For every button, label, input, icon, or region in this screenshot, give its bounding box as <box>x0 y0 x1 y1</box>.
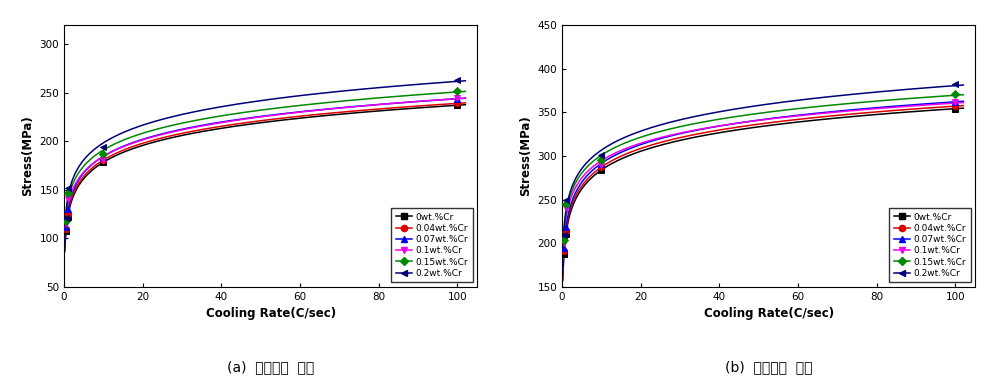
X-axis label: Cooling Rate(C/sec): Cooling Rate(C/sec) <box>703 307 834 320</box>
Y-axis label: Stress(MPa): Stress(MPa) <box>21 116 34 196</box>
Text: (b)  인장강도  예측: (b) 인장강도 예측 <box>725 360 813 374</box>
Y-axis label: Stress(MPa): Stress(MPa) <box>519 116 532 196</box>
Text: (a)  항복강도  예측: (a) 항복강도 예측 <box>227 360 314 374</box>
X-axis label: Cooling Rate(C/sec): Cooling Rate(C/sec) <box>205 307 336 320</box>
Legend: 0wt.%Cr, 0.04wt.%Cr, 0.07wt.%Cr, 0.1wt.%Cr, 0.15wt.%Cr, 0.2wt.%Cr: 0wt.%Cr, 0.04wt.%Cr, 0.07wt.%Cr, 0.1wt.%… <box>391 208 473 282</box>
Legend: 0wt.%Cr, 0.04wt.%Cr, 0.07wt.%Cr, 0.1wt.%Cr, 0.15wt.%Cr, 0.2wt.%Cr: 0wt.%Cr, 0.04wt.%Cr, 0.07wt.%Cr, 0.1wt.%… <box>889 208 971 282</box>
